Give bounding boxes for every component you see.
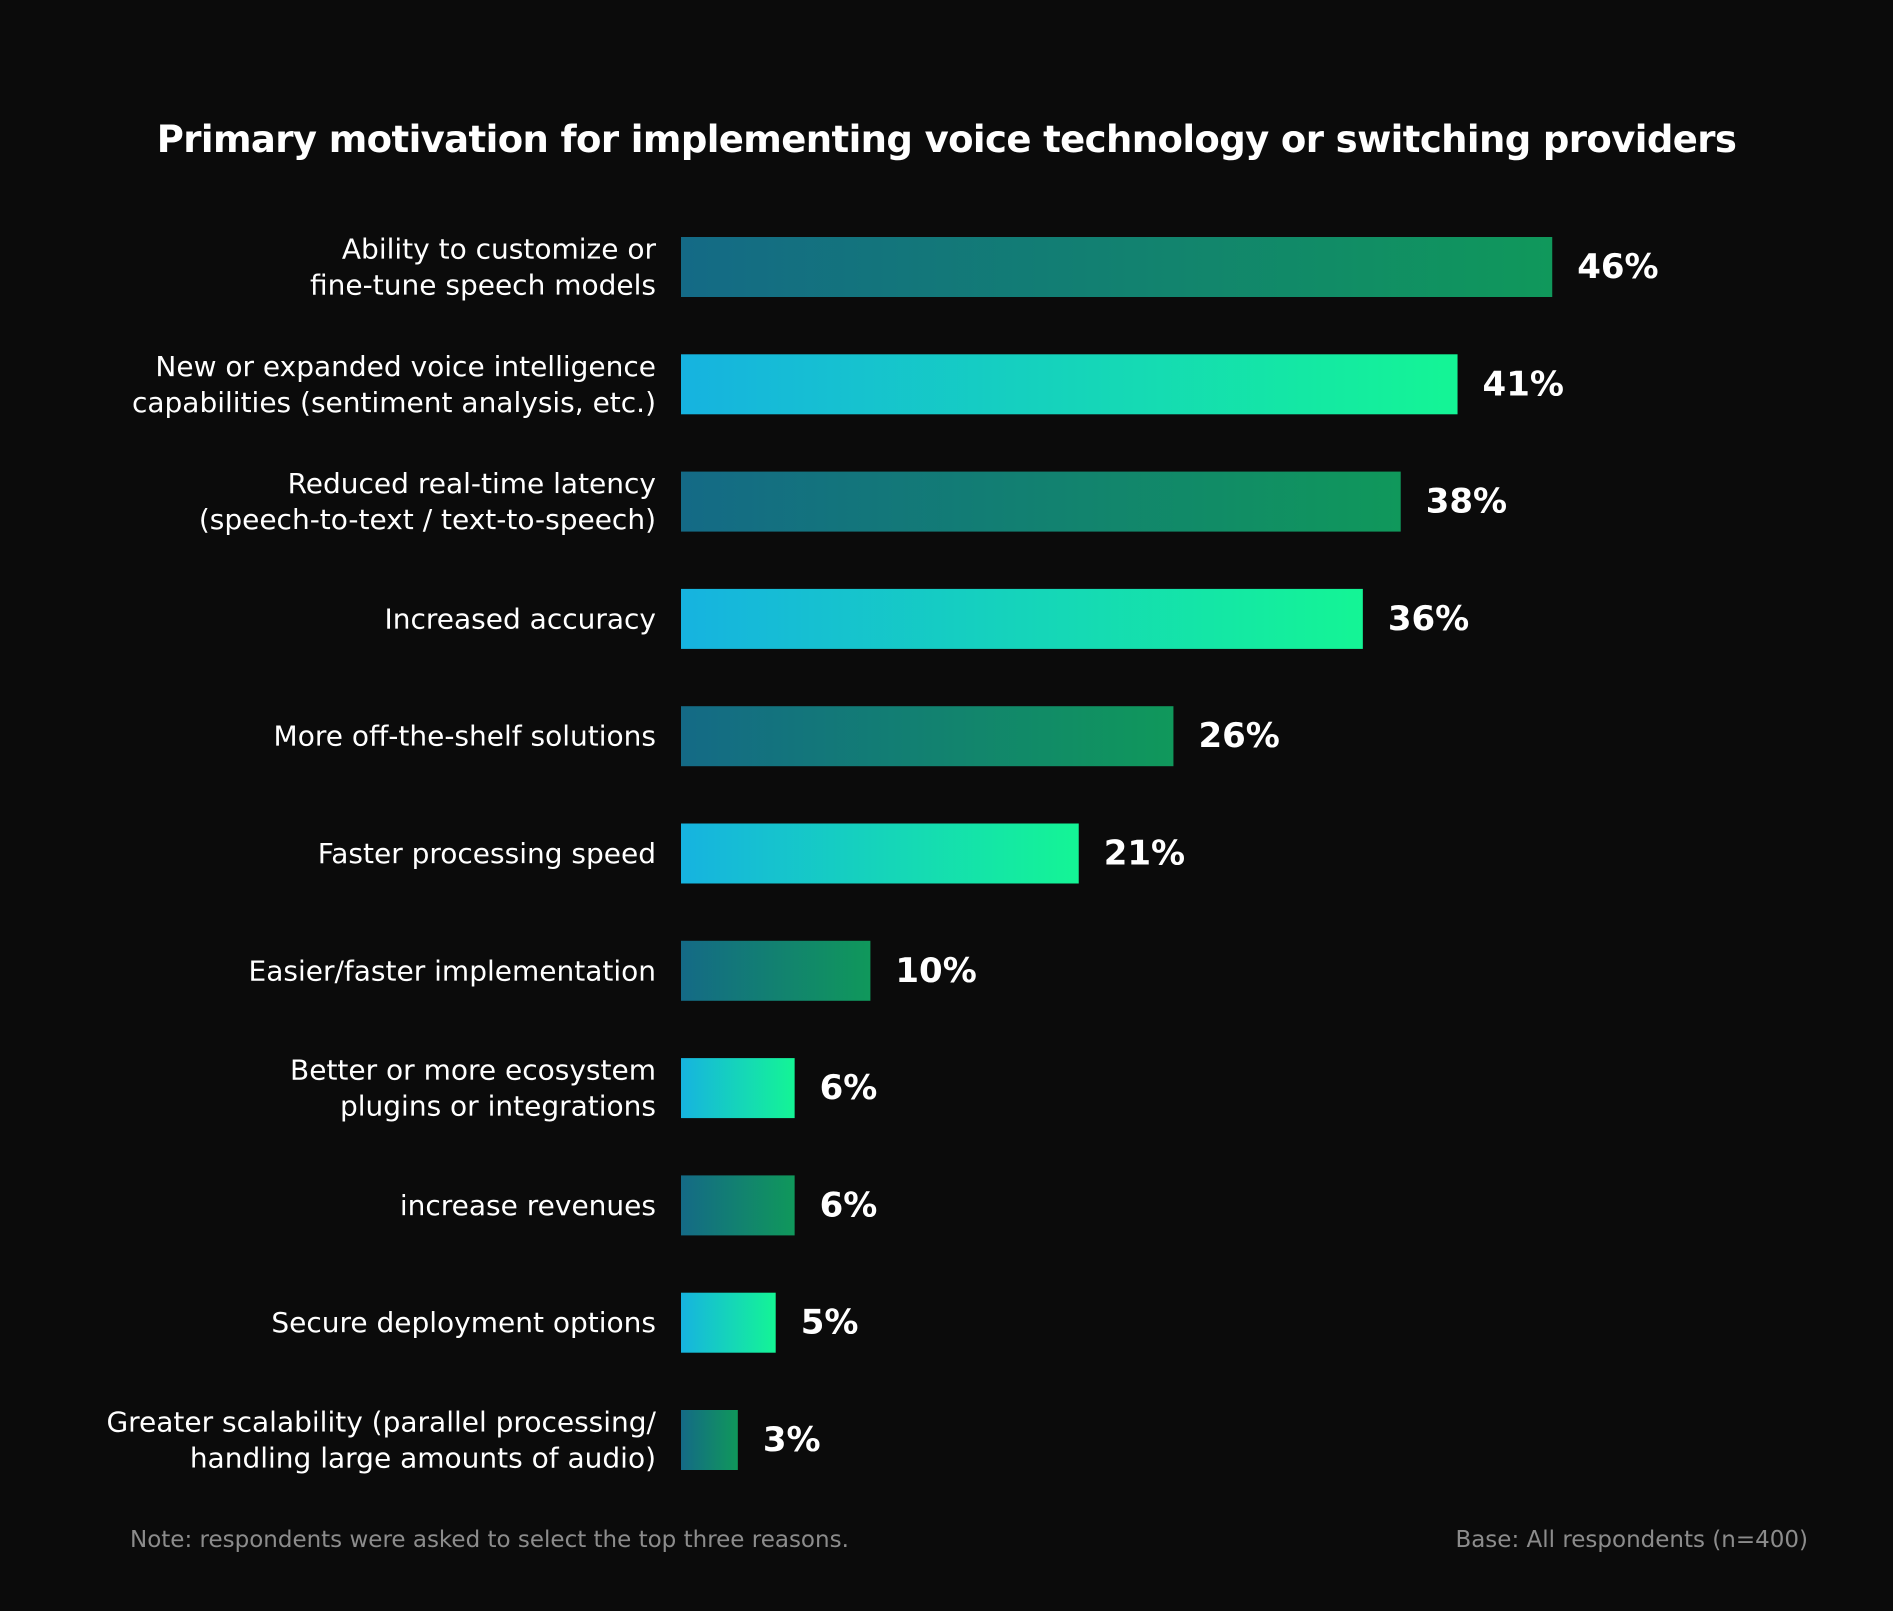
bar-new-or-expanded-voice-intelligence-capab (681, 354, 1458, 415)
value-label: 36% (1388, 599, 1469, 639)
value-label: 3% (763, 1420, 821, 1460)
value-label: 41% (1483, 364, 1564, 404)
category-label: increase revenues (400, 1189, 656, 1222)
category-label: Reduced real-time latency (speech-to-text… (199, 467, 656, 536)
value-label: 10% (895, 951, 976, 991)
bars-layer: Ability to customize or fine-tune speech … (106, 233, 1658, 1475)
bar-secure-deployment-options (681, 1292, 776, 1353)
bar-increased-accuracy (681, 588, 1363, 649)
category-label-line: capabilities (sentiment analysis, etc.) (132, 386, 656, 419)
footnote-base: Base: All respondents (n=400) (1455, 1527, 1808, 1553)
category-label-line: Easier/faster implementation (249, 954, 656, 987)
category-label: Faster processing speed (318, 837, 656, 870)
bar-easier-faster-implementation (681, 940, 871, 1001)
bar-increase-revenues (681, 1175, 795, 1236)
category-label: More off-the-shelf solutions (274, 720, 656, 753)
chart-title: Primary motivation for implementing voic… (156, 118, 1737, 161)
category-label-line: Increased accuracy (385, 602, 657, 635)
category-label-line: Ability to customize or (342, 233, 657, 266)
category-label-line: More off-the-shelf solutions (274, 720, 656, 753)
category-label-line: Secure deployment options (271, 1306, 656, 1339)
value-label: 6% (820, 1068, 878, 1108)
bar-faster-processing-speed (681, 823, 1079, 884)
category-label-line: Reduced real-time latency (288, 467, 656, 500)
category-label-line: New or expanded voice intelligence (155, 350, 656, 383)
bar-more-off-the-shelf-solutions (681, 706, 1174, 767)
category-label-line: fine-tune speech models (310, 269, 656, 302)
bar-greater-scalability-parallel-processing- (681, 1410, 738, 1470)
footnote-note: Note: respondents were asked to select t… (130, 1527, 849, 1553)
value-label: 26% (1198, 716, 1279, 756)
category-label: Ability to customize or fine-tune speech … (310, 233, 656, 302)
category-label-line: Better or more ecosystem (290, 1054, 656, 1087)
category-label: Better or more ecosystem plugins or integ… (290, 1054, 656, 1123)
bar-better-or-more-ecosystem-plugins-or-inte (681, 1058, 795, 1119)
category-label: New or expanded voice intelligence capabi… (132, 350, 656, 419)
category-label: Greater scalability (parallel processing… (106, 1406, 656, 1475)
value-label: 21% (1104, 834, 1185, 874)
category-label: Secure deployment options (271, 1306, 656, 1339)
category-label-line: (speech-to-text / text-to-speech) (199, 503, 656, 536)
category-label: Increased accuracy (385, 602, 657, 635)
value-label: 6% (820, 1185, 878, 1225)
category-label-line: Greater scalability (parallel processing… (106, 1406, 656, 1439)
category-label-line: Faster processing speed (318, 837, 656, 870)
category-label-line: increase revenues (400, 1189, 656, 1222)
bar-ability-to-customize-or-fine-tune-speech (681, 237, 1553, 297)
category-label: Easier/faster implementation (249, 954, 656, 987)
value-label: 38% (1426, 482, 1507, 522)
bar-reduced-real-time-latency-speech-to-text (681, 471, 1401, 532)
category-label-line: handling large amounts of audio) (190, 1442, 656, 1475)
value-label: 5% (801, 1303, 859, 1343)
value-label: 46% (1577, 247, 1658, 287)
category-label-line: plugins or integrations (340, 1090, 656, 1123)
